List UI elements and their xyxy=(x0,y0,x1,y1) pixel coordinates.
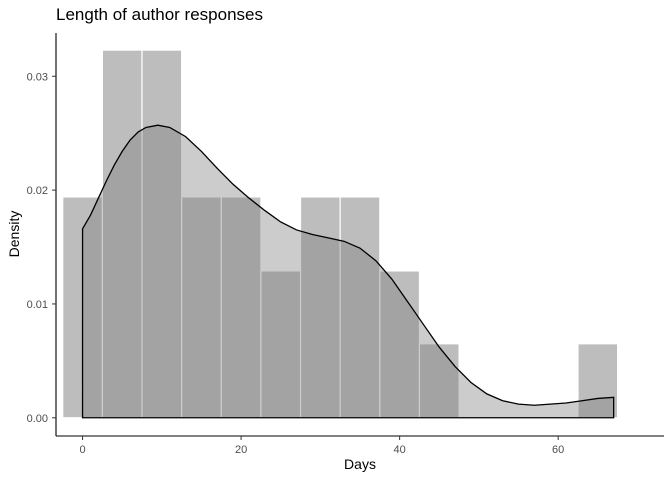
x-axis-title: Days xyxy=(344,456,376,472)
histogram-bar xyxy=(418,343,460,419)
histogram-bar xyxy=(260,270,302,419)
x-tick-label: 60 xyxy=(552,444,564,456)
x-axis-ticks: 0 20 40 60 xyxy=(79,436,564,456)
y-tick-label: 0.03 xyxy=(27,71,48,83)
x-tick-label: 20 xyxy=(235,444,247,456)
x-tick-label: 40 xyxy=(394,444,406,456)
y-tick-label: 0.02 xyxy=(27,185,48,197)
y-axis-title: Density xyxy=(6,211,22,258)
y-tick-label: 0.00 xyxy=(27,413,48,425)
histogram-bar xyxy=(577,343,619,419)
histogram-bar xyxy=(339,196,381,419)
histogram-bar xyxy=(101,49,143,419)
histogram-bars xyxy=(62,49,619,419)
density-layer xyxy=(81,124,615,419)
density-curve xyxy=(81,124,615,419)
y-axis-ticks: 0.00 0.01 0.02 0.03 xyxy=(27,71,56,425)
chart-title: Length of author responses xyxy=(56,5,263,24)
y-tick-label: 0.01 xyxy=(27,299,48,311)
x-tick-label: 0 xyxy=(79,444,85,456)
histogram-bar xyxy=(141,49,183,419)
